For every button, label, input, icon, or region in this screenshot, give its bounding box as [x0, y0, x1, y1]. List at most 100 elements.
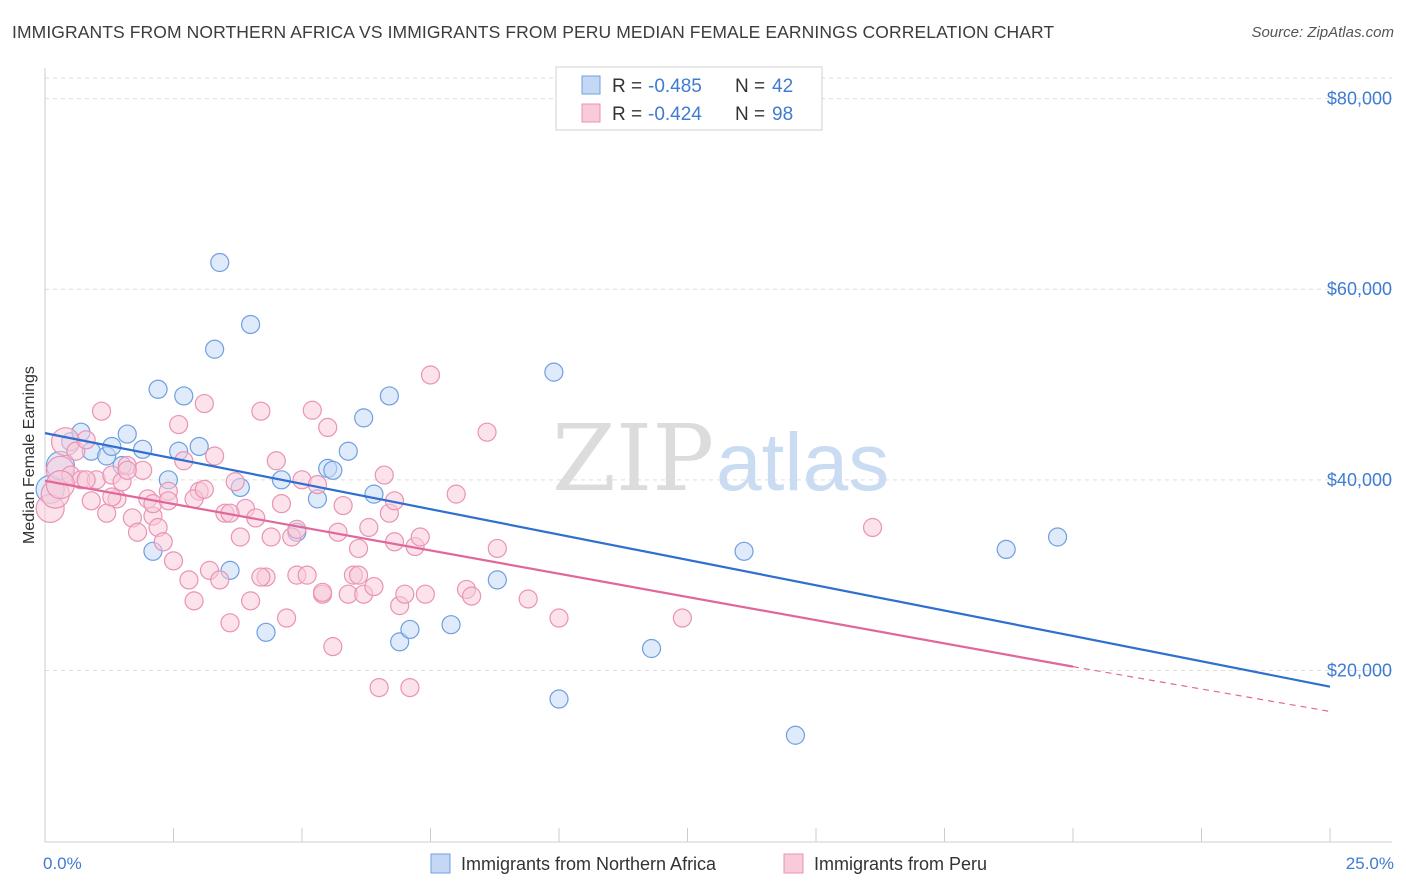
point-peru-51 — [302, 400, 322, 420]
point-peru-46 — [276, 608, 297, 628]
point-northern-africa-34 — [544, 362, 564, 382]
point-peru-72 — [410, 527, 430, 547]
point-peru-22 — [153, 532, 173, 552]
y-tick-label-2: $60,000 — [1327, 279, 1392, 299]
series-legend-northern-africa: Immigrants from Northern Africa — [461, 854, 717, 874]
point-peru-39 — [241, 591, 261, 611]
point-peru-77 — [477, 422, 497, 442]
point-northern-africa-28 — [364, 484, 384, 504]
point-northern-africa-15 — [205, 339, 225, 359]
point-peru-43 — [261, 527, 281, 547]
point-peru-57 — [333, 495, 353, 516]
point-peru-88 — [251, 567, 271, 587]
series-legend-swatch-peru — [783, 853, 804, 874]
point-peru-28 — [184, 591, 204, 611]
point-northern-africa-32 — [441, 615, 461, 635]
point-peru-84 — [117, 460, 137, 480]
point-peru-27 — [179, 570, 199, 590]
point-peru-33 — [210, 570, 230, 590]
point-peru-10 — [91, 401, 112, 421]
legend-n-value-1: 98 — [772, 104, 793, 125]
trend-line-northern-africa — [44, 432, 1331, 688]
point-northern-africa-13 — [174, 386, 194, 406]
y-tick-label-1: $40,000 — [1327, 470, 1392, 490]
point-peru-24 — [163, 551, 184, 571]
point-peru-50 — [297, 565, 317, 585]
point-peru-41 — [251, 401, 271, 421]
point-peru-81 — [672, 608, 692, 628]
point-peru-30 — [194, 393, 214, 414]
y-tick-label-3: $80,000 — [1327, 89, 1392, 109]
legend-swatch-peru — [581, 103, 601, 123]
point-peru-95 — [158, 491, 178, 511]
point-peru-32 — [205, 446, 225, 466]
point-peru-65 — [374, 465, 394, 485]
point-northern-africa-30 — [390, 632, 410, 652]
point-peru-78 — [487, 538, 507, 559]
point-peru-54 — [318, 417, 338, 438]
point-northern-africa-40 — [1047, 527, 1068, 547]
legend-n-label-1: N = — [735, 104, 765, 125]
point-peru-79 — [518, 589, 538, 609]
point-peru-93 — [415, 584, 435, 604]
legend-n-label-0: N = — [735, 76, 765, 97]
legend-swatch-northern-africa — [581, 75, 601, 95]
point-peru-69 — [395, 584, 415, 604]
point-northern-africa-35 — [549, 689, 569, 709]
point-northern-africa-26 — [338, 441, 358, 461]
x-tick-label-left: 0.0% — [43, 854, 82, 873]
series-legend-swatch-northern-africa — [430, 853, 451, 874]
point-peru-25 — [169, 414, 189, 435]
chart-title: IMMIGRANTS FROM NORTHERN AFRICA VS IMMIG… — [12, 22, 1055, 42]
y-tick-labels: $20,000 $40,000 $60,000 $80,000 — [1327, 89, 1392, 681]
point-peru-60 — [348, 538, 369, 559]
point-peru-62 — [359, 517, 379, 538]
trend-lines — [44, 432, 1331, 713]
point-peru-64 — [369, 677, 389, 698]
watermark-zip: ZIP — [552, 405, 714, 512]
point-northern-africa-11 — [148, 379, 168, 399]
x-tick-label-right: 25.0% — [1346, 854, 1394, 873]
correlation-legend: R = -0.485 N = 42 R = -0.424 N = 98 — [555, 66, 823, 131]
watermark: ZIP atlas — [552, 405, 889, 512]
point-northern-africa-36 — [641, 638, 662, 659]
axes — [44, 68, 1392, 843]
point-northern-africa-14 — [189, 436, 209, 457]
trend-line-peru — [44, 479, 1074, 668]
point-peru-8 — [81, 491, 101, 511]
point-northern-africa-38 — [785, 725, 806, 745]
point-peru-89 — [287, 519, 307, 539]
point-northern-africa-19 — [241, 314, 261, 335]
point-northern-africa-8 — [117, 424, 137, 444]
point-northern-africa-20 — [256, 622, 276, 642]
point-peru-76 — [462, 586, 482, 606]
point-peru-74 — [446, 484, 466, 504]
point-peru-80 — [549, 608, 569, 628]
point-peru-82 — [862, 517, 883, 538]
trend-line-extension-peru — [1072, 666, 1331, 713]
y-tick-label-0: $20,000 — [1327, 660, 1392, 680]
source-label: Source: ZipAtlas.com — [1251, 24, 1394, 41]
point-peru-55 — [323, 637, 343, 657]
series-legend-peru: Immigrants from Peru — [814, 854, 987, 874]
point-peru-45 — [271, 494, 292, 514]
series-peru-points — [35, 365, 883, 698]
point-northern-africa-39 — [996, 539, 1016, 560]
point-northern-africa-16 — [210, 252, 230, 273]
point-peru-90 — [312, 582, 333, 602]
y-axis-label: Median Female Earnings — [21, 366, 38, 544]
x-tick-labels: 0.0% 25.0% — [43, 854, 1394, 873]
point-peru-91 — [348, 565, 369, 585]
point-peru-70 — [400, 677, 420, 698]
gridlines — [45, 77, 1392, 671]
point-northern-africa-31 — [400, 619, 420, 640]
point-peru-44 — [266, 451, 286, 471]
point-northern-africa-37 — [734, 541, 754, 561]
legend-r-label-0: R = — [612, 76, 642, 97]
point-peru-35 — [220, 613, 240, 633]
point-peru-36 — [225, 472, 245, 492]
legend-n-value-0: 42 — [772, 76, 793, 97]
legend-r-value-1: -0.424 — [648, 104, 702, 125]
point-peru-37 — [230, 527, 250, 547]
